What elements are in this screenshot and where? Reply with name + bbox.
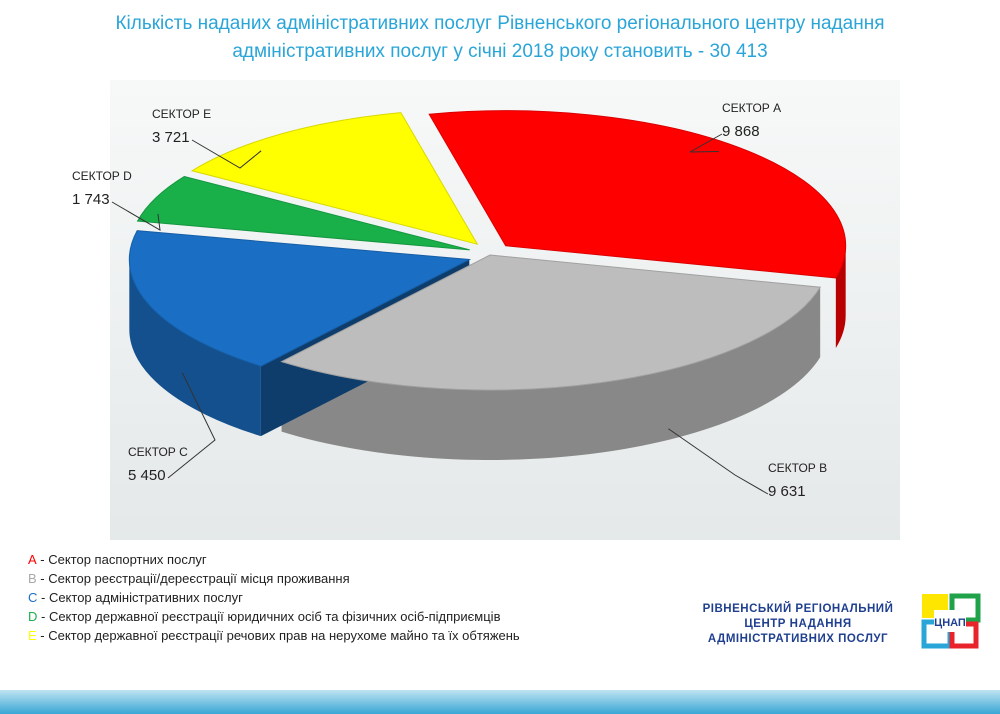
leader-line-c <box>167 372 216 479</box>
legend-item-e: Е - Сектор державної реєстрації речових … <box>28 626 520 645</box>
slice-a <box>428 110 847 279</box>
legend-code-b: В <box>28 571 37 586</box>
legend-text-d: - Сектор державної реєстрації юридичних … <box>37 609 501 624</box>
leader-line-a <box>689 133 723 153</box>
legend-text-e: - Сектор державної реєстрації речових пр… <box>36 628 520 643</box>
slice-value-a: 9 868 <box>722 123 760 140</box>
bottom-band <box>0 690 1000 714</box>
chart-title: Кількість наданих адміністративних послу… <box>40 10 960 66</box>
leader-line-b <box>668 428 769 495</box>
legend-item-c: С - Сектор адміністративних послуг <box>28 588 520 607</box>
legend-text-c: - Сектор адміністративних послуг <box>37 590 243 605</box>
chart-title-line-1: Кількість наданих адміністративних послу… <box>115 13 885 34</box>
cnap-logo: ЦНАП <box>921 593 981 649</box>
slice-value-e: 3 721 <box>152 129 190 146</box>
legend-item-a: А - Сектор паспортних послуг <box>28 550 520 569</box>
slice-b <box>280 254 822 391</box>
slice-c <box>128 230 472 367</box>
cnap-logo-text: ЦНАП <box>934 617 966 629</box>
slice-d <box>136 175 470 251</box>
legend-code-a: А <box>28 552 37 567</box>
slice-value-d: 1 743 <box>72 191 110 208</box>
slice-label-c: СЕКТОР С <box>128 445 188 459</box>
slice-label-b: СЕКТОР В <box>768 461 827 475</box>
organization-name-line-3: АДМІНІСТРАТИВНИХ ПОСЛУГ <box>707 633 889 645</box>
legend-item-b: В - Сектор реєстрації/дереєстрації місця… <box>28 569 520 588</box>
slice-side-a <box>835 245 846 348</box>
legend: А - Сектор паспортних послуг В - Сектор … <box>28 550 520 645</box>
slice-label-d: СЕКТОР D <box>72 169 132 183</box>
legend-code-e: Е <box>28 628 37 643</box>
legend-code-c: С <box>28 590 38 605</box>
chart-title-line-2: адміністративних послуг у січні 2018 рок… <box>232 41 768 62</box>
organization-name: РІВНЕНСЬКИЙ РЕГІОНАЛЬНИЙ ЦЕНТР НАДАННЯ А… <box>690 602 906 647</box>
legend-text-a: - Сектор паспортних послуг <box>36 552 207 567</box>
leader-line-e <box>191 139 262 169</box>
legend-text-b: - Сектор реєстрації/дереєстрації місця п… <box>36 571 350 586</box>
slice-e <box>190 112 479 245</box>
legend-code-d: D <box>28 609 38 624</box>
slice-label-e: СЕКТОР Е <box>152 107 211 121</box>
slice-value-b: 9 631 <box>768 483 806 500</box>
slice-value-c: 5 450 <box>128 467 166 484</box>
organization-name-line-1: РІВНЕНСЬКИЙ РЕГІОНАЛЬНИЙ <box>702 603 894 615</box>
slice-side-b <box>281 287 821 461</box>
leader-line-d <box>111 201 161 231</box>
slice-side-c <box>129 259 261 437</box>
legend-item-d: D - Сектор державної реєстрації юридични… <box>28 607 520 626</box>
organization-name-line-2: ЦЕНТР НАДАННЯ <box>744 618 852 630</box>
slice-label-a: СЕКТОР А <box>722 101 781 115</box>
